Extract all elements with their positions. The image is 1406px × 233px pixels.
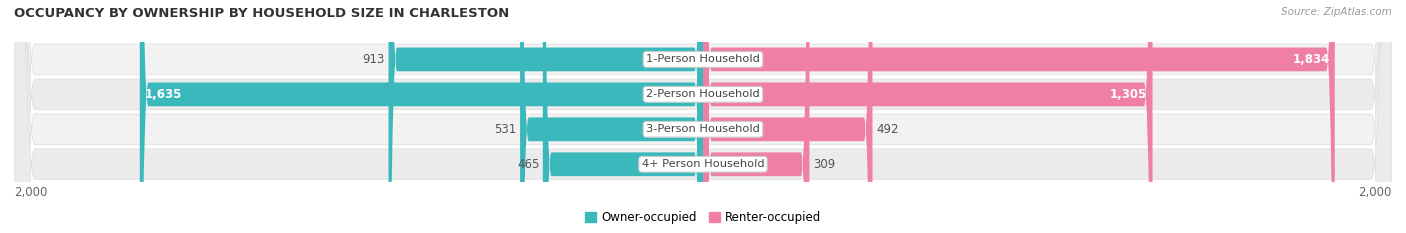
Text: 1,305: 1,305 bbox=[1111, 88, 1147, 101]
Text: 309: 309 bbox=[813, 158, 835, 171]
Text: 2,000: 2,000 bbox=[1358, 186, 1392, 199]
Text: 3-Person Household: 3-Person Household bbox=[647, 124, 759, 134]
FancyBboxPatch shape bbox=[14, 0, 1392, 233]
FancyBboxPatch shape bbox=[520, 0, 703, 233]
Text: 531: 531 bbox=[495, 123, 516, 136]
Text: 913: 913 bbox=[363, 53, 385, 66]
Text: 1,834: 1,834 bbox=[1292, 53, 1330, 66]
Text: 1-Person Household: 1-Person Household bbox=[647, 55, 759, 64]
Text: 492: 492 bbox=[876, 123, 898, 136]
FancyBboxPatch shape bbox=[703, 0, 873, 233]
FancyBboxPatch shape bbox=[14, 0, 1392, 233]
Text: 1,635: 1,635 bbox=[145, 88, 183, 101]
Text: Source: ZipAtlas.com: Source: ZipAtlas.com bbox=[1281, 7, 1392, 17]
Text: 2,000: 2,000 bbox=[14, 186, 48, 199]
Text: OCCUPANCY BY OWNERSHIP BY HOUSEHOLD SIZE IN CHARLESTON: OCCUPANCY BY OWNERSHIP BY HOUSEHOLD SIZE… bbox=[14, 7, 509, 20]
FancyBboxPatch shape bbox=[703, 0, 810, 233]
FancyBboxPatch shape bbox=[139, 0, 703, 233]
FancyBboxPatch shape bbox=[14, 0, 1392, 233]
Text: 4+ Person Household: 4+ Person Household bbox=[641, 159, 765, 169]
Text: 465: 465 bbox=[517, 158, 540, 171]
FancyBboxPatch shape bbox=[703, 0, 1334, 233]
FancyBboxPatch shape bbox=[388, 0, 703, 233]
FancyBboxPatch shape bbox=[543, 0, 703, 233]
FancyBboxPatch shape bbox=[14, 0, 1392, 233]
FancyBboxPatch shape bbox=[703, 0, 1153, 233]
Legend: Owner-occupied, Renter-occupied: Owner-occupied, Renter-occupied bbox=[579, 206, 827, 229]
Text: 2-Person Household: 2-Person Household bbox=[647, 89, 759, 99]
